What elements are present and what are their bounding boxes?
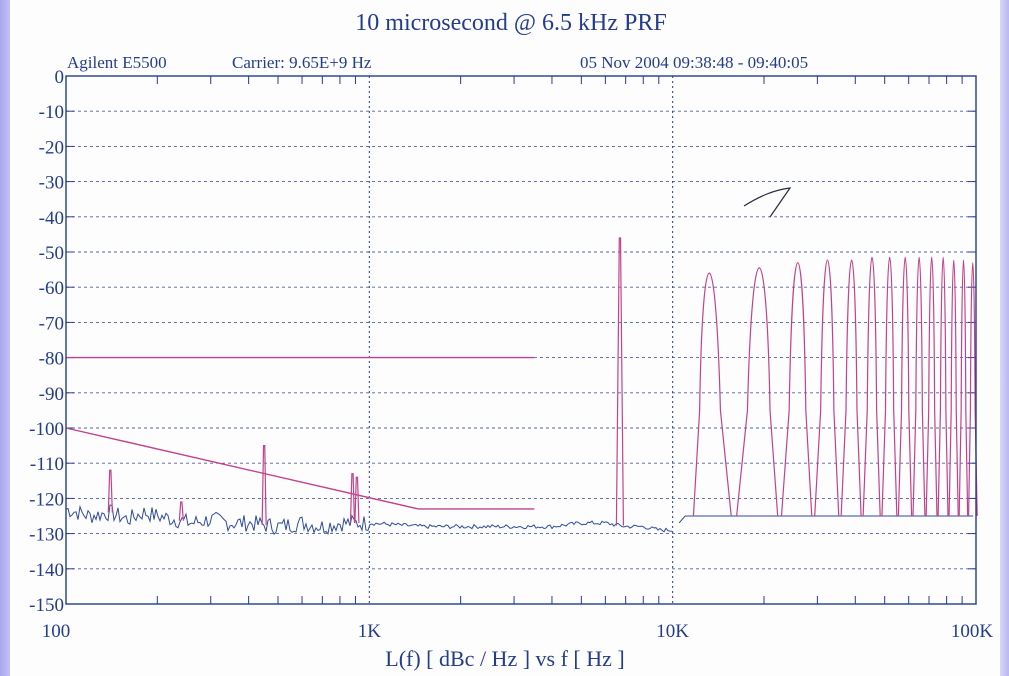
spur-spike [354, 476, 360, 524]
y-tick-label: -20 [39, 137, 64, 158]
prf-lobe [967, 261, 978, 517]
y-tick-label: -60 [39, 278, 64, 299]
mask-line-slope [65, 427, 535, 510]
y-tick-label: -140 [29, 560, 64, 581]
traces [65, 237, 978, 536]
prf-lobe [948, 259, 959, 517]
x-tick-label: 10K [656, 621, 689, 642]
y-tick-label: -10 [39, 102, 64, 123]
prf-lobe [925, 257, 938, 517]
noise-floor-trace [65, 504, 673, 536]
prf-lobe [736, 267, 779, 517]
spur-spike [349, 473, 356, 524]
handwritten-mark [743, 187, 792, 218]
y-tick-label: -30 [39, 173, 64, 194]
y-tick-label: 0 [55, 67, 65, 88]
spur-spike [107, 469, 113, 513]
plot-frame [65, 75, 977, 605]
carrier-label: Carrier: 9.65E+9 Hz [232, 53, 372, 72]
prf-lobe [897, 257, 913, 517]
y-tick-label: -150 [29, 595, 64, 616]
prf-lobe [912, 257, 926, 517]
noise-floor-trace-high [678, 515, 974, 524]
prf-lobe [937, 257, 949, 517]
timestamp-label: 05 Nov 2004 09:38:48 - 09:40:05 [580, 53, 808, 72]
instrument-label: Agilent E5500 [67, 53, 167, 72]
x-tick-label: 100 [42, 621, 71, 642]
prf-lobe [862, 257, 881, 517]
chart-title: 10 microsecond @ 6.5 kHz PRF [355, 10, 666, 36]
y-tick-label: -70 [39, 313, 64, 334]
y-tick-label: -50 [39, 243, 64, 264]
spur-spike [615, 237, 625, 526]
x-axis-label: L(f) [ dBc / Hz ] vs f [ Hz ] [385, 646, 624, 671]
prf-lobe [881, 257, 898, 517]
tick-labels: 0 -10 -20 -30 -40 -50 -60 -70 -80 -90 -100 -110 -120… [29, 67, 993, 642]
prf-lobe [814, 259, 840, 517]
spur-spike [261, 445, 267, 525]
y-tick-label: -100 [29, 419, 64, 440]
prf-lobe [780, 262, 813, 517]
plot-sheet [10, 0, 1000, 676]
y-tick-label: -120 [29, 489, 64, 510]
y-tick-label: -90 [39, 384, 64, 405]
y-tick-label: -110 [30, 454, 64, 475]
grid [66, 75, 976, 605]
y-tick-label: -40 [39, 208, 64, 229]
prf-lobe [840, 259, 862, 517]
prf-lobe [958, 259, 969, 517]
spur-spike [178, 501, 184, 521]
y-tick-label: -130 [29, 525, 64, 546]
y-tick-label: -80 [39, 349, 64, 370]
prf-lobe [692, 272, 732, 517]
x-tick-label: 1K [358, 621, 382, 642]
x-tick-label: 100K [951, 621, 994, 642]
